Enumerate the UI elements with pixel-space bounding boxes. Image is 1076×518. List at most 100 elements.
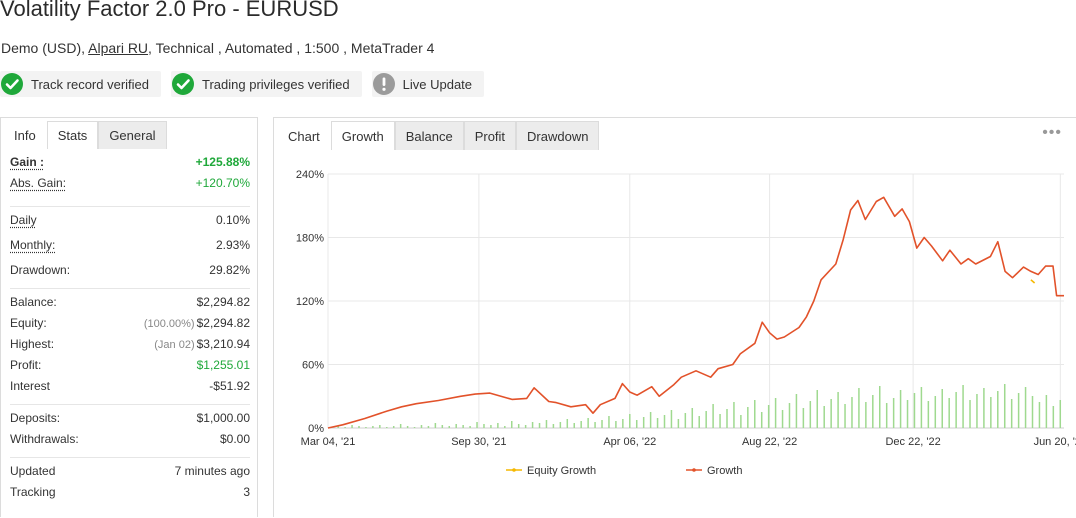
- legend-equity-marker: [512, 468, 516, 472]
- interest-value: -$51.92: [209, 379, 250, 393]
- activity-bar: [372, 426, 374, 428]
- activity-bar: [691, 408, 694, 428]
- y-tick-label: 120%: [296, 296, 324, 308]
- track-record-badge[interactable]: Track record verified: [0, 71, 161, 97]
- abs-gain-label[interactable]: Abs. Gain:: [10, 176, 67, 190]
- activity-bar: [344, 427, 346, 428]
- tracking-row: Tracking 3: [10, 485, 250, 506]
- monthly-row: Monthly: 2.93%: [10, 238, 250, 263]
- deposits-group: Deposits: $1,000.00 Withdrawals: $0.00: [10, 405, 250, 458]
- drawdown-value: 29.82%: [209, 263, 250, 277]
- tab-growth[interactable]: Growth: [330, 121, 395, 150]
- live-update-badge[interactable]: Live Update: [371, 71, 485, 97]
- profit-label: Profit:: [10, 358, 42, 372]
- trading-privileges-badge[interactable]: Trading privileges verified: [171, 71, 362, 97]
- activity-bar: [358, 426, 360, 428]
- stats-panel: Info Stats General Gain : +125.88% Abs. …: [0, 117, 258, 517]
- stats-body: Gain : +125.88% Abs. Gain: +120.70% Dail…: [1, 149, 257, 510]
- activity-bar: [774, 398, 777, 428]
- x-tick-label: Mar 04, '21: [301, 436, 356, 448]
- balance-value: $2,294.82: [196, 295, 250, 309]
- activity-bar: [927, 401, 930, 428]
- activity-bar: [629, 414, 631, 428]
- tracking-group: Updated 7 minutes ago Tracking 3: [10, 458, 250, 510]
- tab-balance[interactable]: Balance: [394, 121, 464, 150]
- activity-bar: [781, 410, 784, 428]
- monthly-label[interactable]: Monthly:: [10, 238, 56, 252]
- tracking-label: Tracking: [10, 485, 56, 499]
- activity-bar: [656, 418, 659, 428]
- activity-bar: [379, 425, 381, 428]
- activity-bar: [816, 390, 819, 428]
- activity-bar: [587, 418, 589, 428]
- activity-bar: [462, 425, 464, 428]
- activity-bar: [1024, 387, 1027, 428]
- activity-bar: [566, 419, 569, 428]
- account-details: , Technical , Automated , 1:500 , MetaTr…: [148, 40, 435, 56]
- highest-label: Highest:: [10, 337, 55, 351]
- activity-bar: [386, 427, 388, 428]
- tab-profit[interactable]: Profit: [463, 121, 517, 150]
- drawdown-label: Drawdown:: [10, 263, 71, 277]
- account-subtitle: Demo (USD), Alpari RU, Technical , Autom…: [1, 40, 434, 56]
- equity-row: Equity: (100.00%) $2,294.82: [10, 316, 250, 337]
- highest-value: $3,210.94: [196, 337, 250, 351]
- deposits-label: Deposits:: [10, 411, 61, 425]
- withdrawals-value: $0.00: [219, 432, 250, 446]
- balance-row: Balance: $2,294.82: [10, 295, 250, 316]
- deposits-row: Deposits: $1,000.00: [10, 411, 250, 432]
- chart-tabs: Chart Growth Balance Profit Drawdown: [274, 118, 1076, 150]
- activity-bar: [767, 405, 770, 428]
- withdrawals-label: Withdrawals:: [10, 432, 79, 446]
- gain-group: Gain : +125.88% Abs. Gain: +120.70%: [10, 153, 250, 207]
- equity-value: $2,294.82: [196, 316, 250, 330]
- updated-row: Updated 7 minutes ago: [10, 464, 250, 485]
- daily-label[interactable]: Daily: [10, 213, 37, 227]
- activity-bar: [788, 403, 791, 428]
- x-tick-label: Jun 20, '23: [1034, 436, 1076, 448]
- highest-note: (Jan 02): [154, 339, 195, 351]
- activity-bar: [858, 388, 860, 428]
- activity-bar: [1059, 400, 1062, 428]
- badge-label: Live Update: [402, 76, 473, 92]
- gain-label[interactable]: Gain :: [10, 155, 45, 169]
- activity-bar: [705, 411, 707, 428]
- activity-bar: [448, 426, 451, 428]
- activity-bar: [802, 408, 805, 428]
- tab-info[interactable]: Info: [3, 121, 47, 149]
- tab-drawdown[interactable]: Drawdown: [516, 121, 600, 150]
- tab-chart[interactable]: Chart: [277, 121, 331, 150]
- more-options-icon[interactable]: •••: [1042, 124, 1062, 141]
- account-type: Demo (USD),: [1, 40, 86, 56]
- equity-series-line: [1030, 279, 1036, 284]
- growth-chart: 0% 60% 120% 180% 240% Mar 04, '21 Sep 30, '21 A…: [296, 169, 1076, 477]
- legend-equity-label: Equity Growth: [527, 465, 596, 477]
- activity-bar: [497, 423, 499, 428]
- balance-group: Balance: $2,294.82 Equity: (100.00%) $2,2…: [10, 289, 250, 405]
- activity-bar: [1045, 395, 1048, 428]
- verification-badges: Track record verified Trading privileges…: [0, 71, 485, 97]
- activity-bar: [934, 396, 937, 428]
- equity-note: (100.00%): [143, 318, 195, 330]
- interest-label: Interest: [10, 379, 51, 393]
- activity-bar: [649, 412, 652, 428]
- activity-bar: [892, 398, 895, 428]
- activity-bar: [990, 397, 992, 428]
- activity-bar: [899, 390, 902, 428]
- activity-bar: [483, 424, 485, 428]
- activity-bar: [962, 385, 964, 428]
- tab-stats[interactable]: Stats: [46, 121, 99, 149]
- y-tick-label: 60%: [302, 360, 324, 372]
- activity-bar: [469, 426, 471, 428]
- activity-bar: [580, 421, 582, 428]
- activity-bar: [406, 426, 409, 428]
- activity-bar: [531, 422, 534, 428]
- broker-link[interactable]: Alpari RU: [88, 40, 149, 56]
- y-tick-label: 0%: [308, 423, 324, 435]
- activity-bar: [837, 392, 839, 428]
- tab-general[interactable]: General: [98, 121, 167, 149]
- x-tick-label: Apr 06, '22: [603, 436, 656, 448]
- activity-bar: [823, 406, 825, 428]
- gain-row: Gain : +125.88%: [10, 155, 250, 176]
- abs-gain-value: +120.70%: [195, 176, 250, 190]
